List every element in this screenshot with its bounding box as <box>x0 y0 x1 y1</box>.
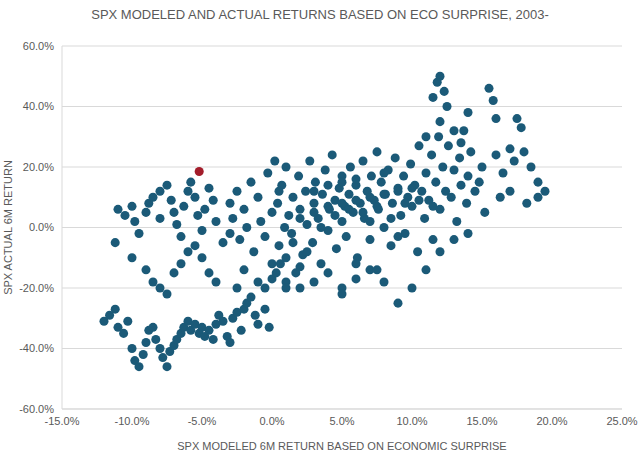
svg-text:20.0%: 20.0% <box>23 161 54 173</box>
svg-text:-20.0%: -20.0% <box>19 282 54 294</box>
svg-text:-40.0%: -40.0% <box>19 342 54 354</box>
svg-text:-60.0%: -60.0% <box>19 403 54 415</box>
svg-text:SPX ACTUAL 6M RETURN: SPX ACTUAL 6M RETURN <box>2 160 14 295</box>
svg-text:SPX MODELED 6M RETURN BASED ON: SPX MODELED 6M RETURN BASED ON ECONOMIC … <box>177 440 506 452</box>
svg-text:20.0%: 20.0% <box>536 415 567 427</box>
svg-text:25.0%: 25.0% <box>606 415 637 427</box>
svg-text:15.0%: 15.0% <box>466 415 497 427</box>
svg-text:0.0%: 0.0% <box>29 221 54 233</box>
svg-text:-10.0%: -10.0% <box>115 415 150 427</box>
html-text:SPX MODELED AND ACTUAL RETURNS: SPX MODELED AND ACTUAL RETURNS BASED ON … <box>91 7 549 22</box>
svg-text:10.0%: 10.0% <box>396 415 427 427</box>
svg-text:-15.0%: -15.0% <box>45 415 80 427</box>
svg-text:0.0%: 0.0% <box>259 415 284 427</box>
svg-text:60.0%: 60.0% <box>23 40 54 52</box>
svg-text:5.0%: 5.0% <box>329 415 354 427</box>
svg-text:40.0%: 40.0% <box>23 100 54 112</box>
svg-text:-5.0%: -5.0% <box>188 415 217 427</box>
